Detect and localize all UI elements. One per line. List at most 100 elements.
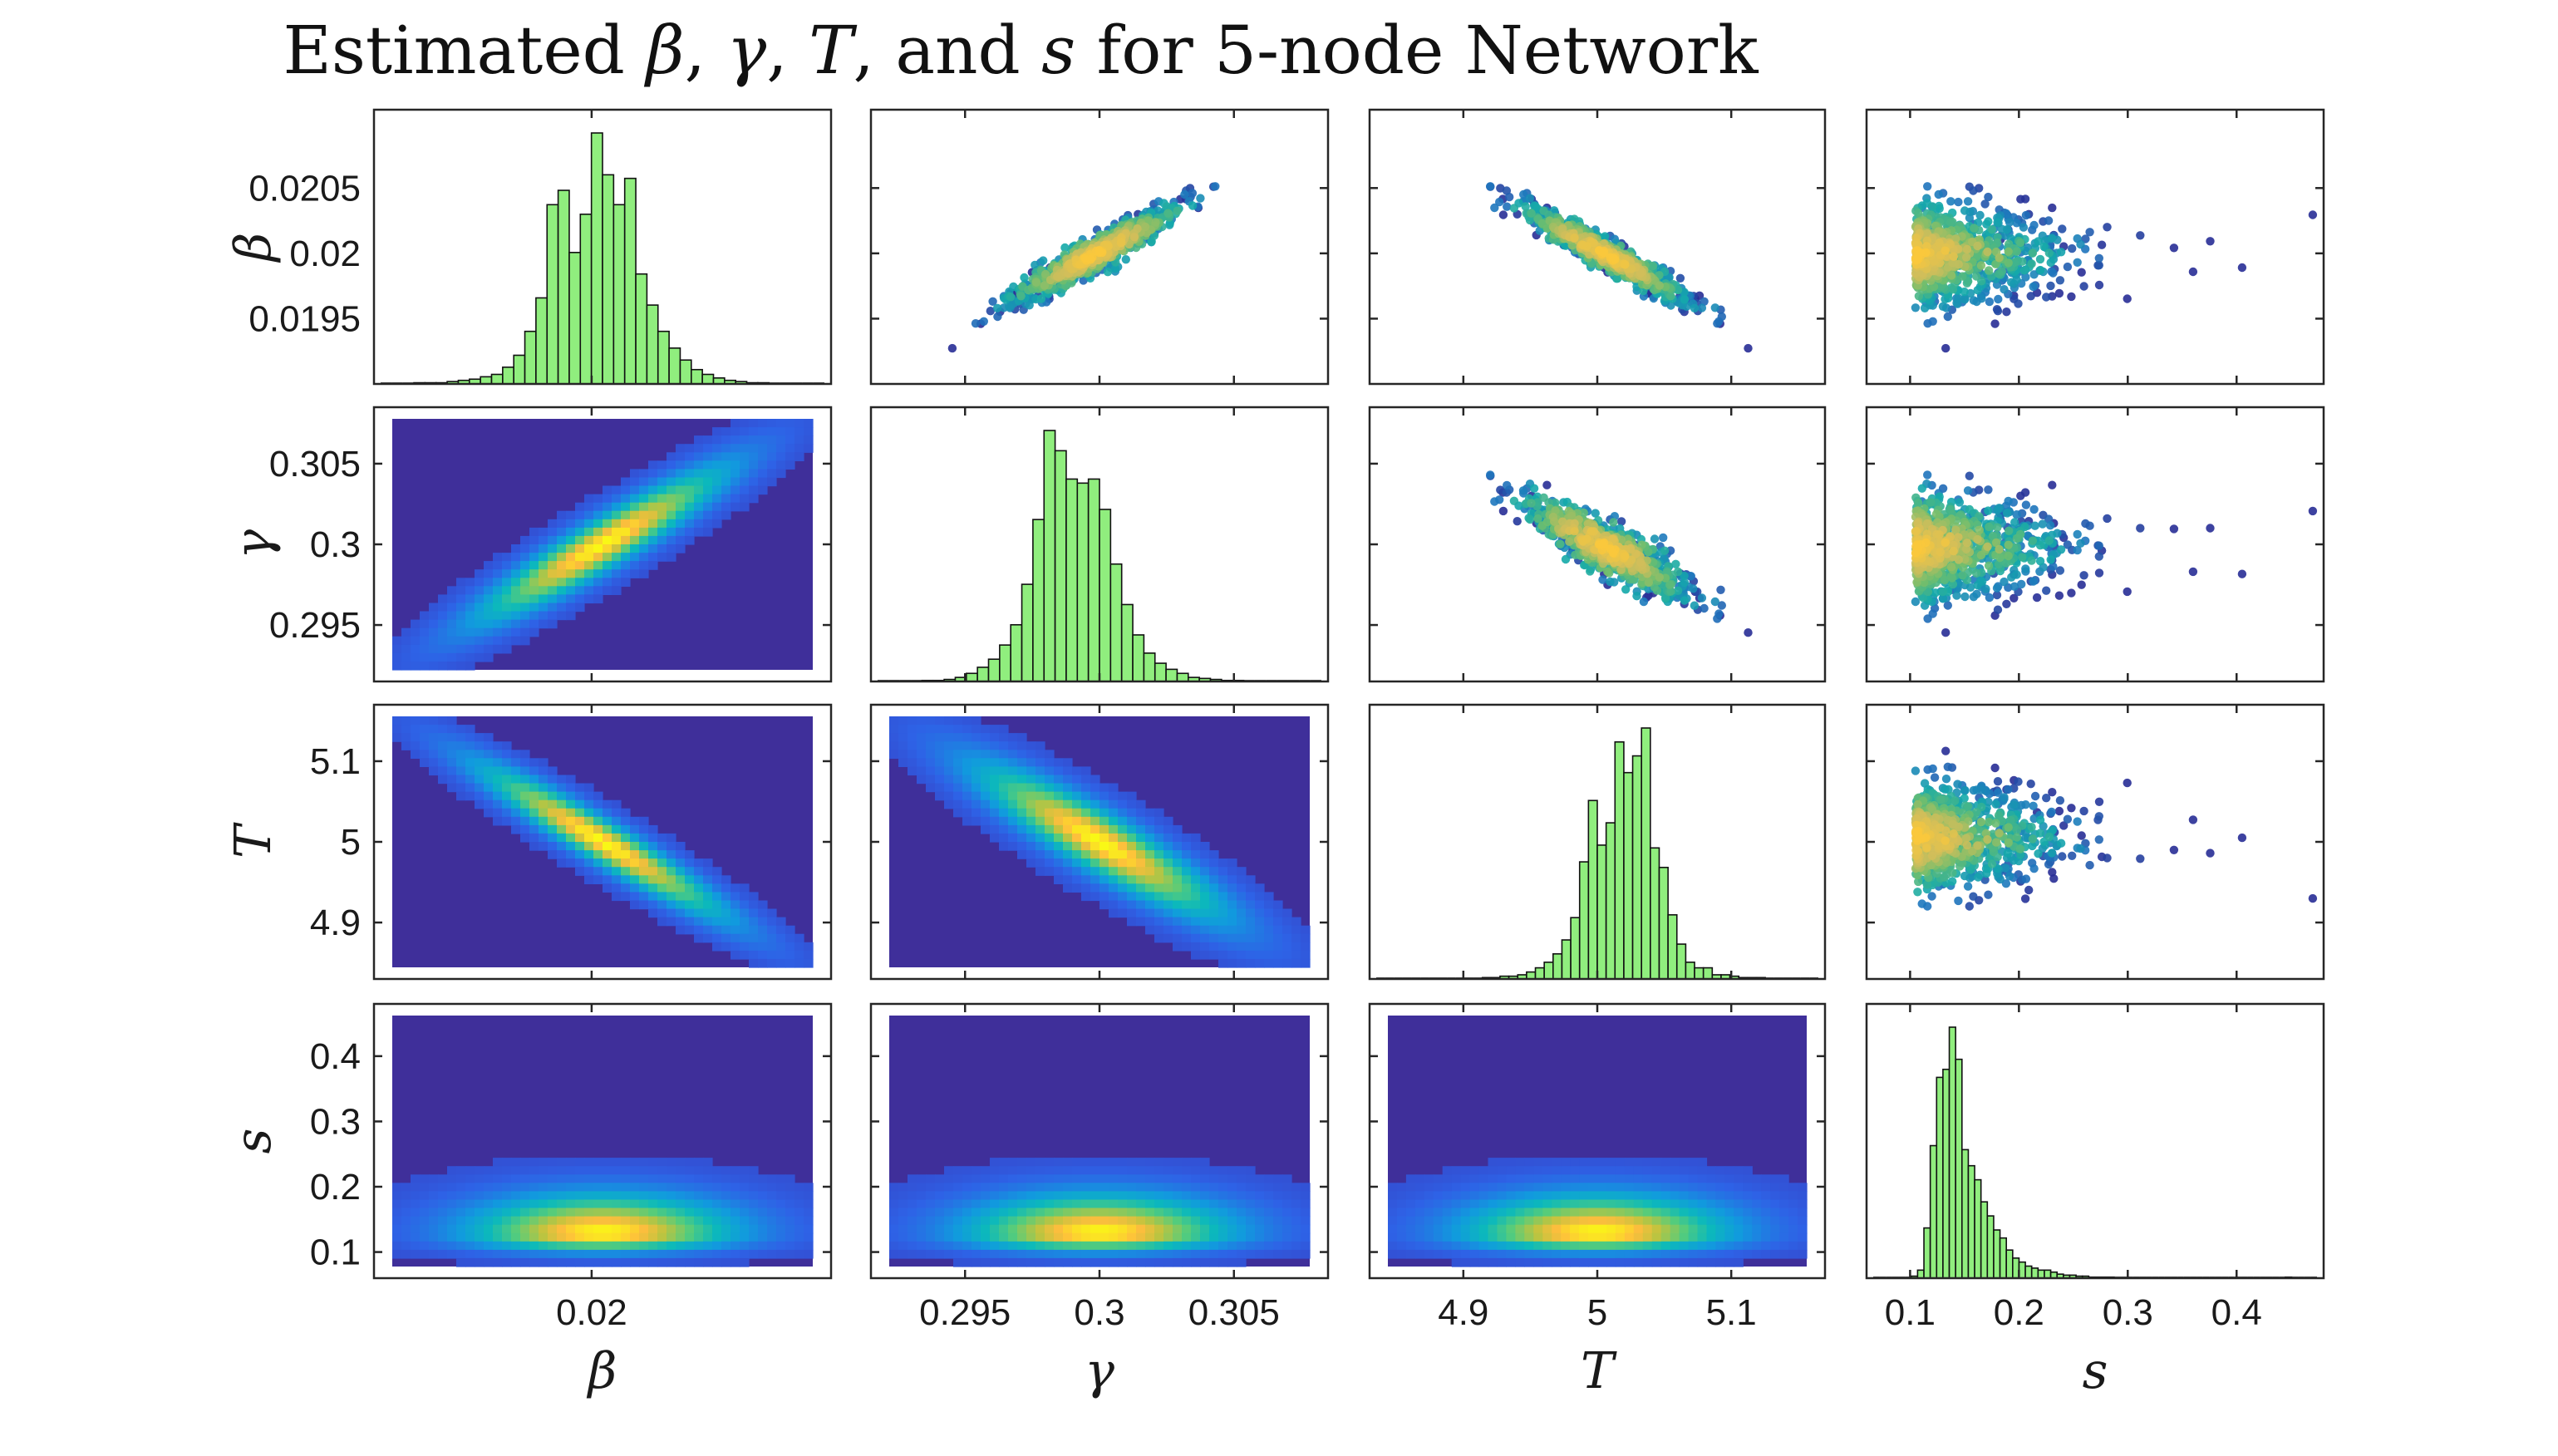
scatter-point bbox=[2002, 307, 2011, 317]
density-cell bbox=[465, 652, 475, 662]
density-cell bbox=[493, 603, 503, 612]
density-cell bbox=[721, 510, 731, 520]
density-cell bbox=[584, 578, 594, 587]
scatter-point bbox=[1567, 511, 1577, 521]
density-cell bbox=[502, 569, 512, 578]
scatter-point bbox=[947, 343, 957, 353]
density-cell bbox=[648, 519, 658, 529]
density-cell bbox=[667, 494, 676, 504]
scatter-point bbox=[1710, 597, 1719, 607]
density-cell bbox=[584, 535, 594, 545]
scatter-point bbox=[1088, 253, 1097, 262]
density-cell bbox=[465, 578, 475, 587]
density-cell bbox=[758, 427, 768, 436]
histogram-bar bbox=[557, 189, 570, 385]
scatter-point bbox=[2035, 265, 2045, 275]
density-cell bbox=[648, 485, 658, 495]
density-cell bbox=[603, 553, 612, 562]
density-cell bbox=[639, 561, 649, 570]
scatter-point bbox=[2063, 262, 2073, 272]
scatter-point bbox=[1993, 605, 2003, 614]
density-cell bbox=[548, 527, 558, 537]
scatter-point bbox=[979, 317, 989, 326]
density-cell bbox=[456, 636, 466, 646]
density-cell bbox=[557, 578, 567, 587]
title-part: γ bbox=[726, 12, 766, 89]
scatter-point bbox=[2048, 203, 2057, 213]
title-part: s bbox=[1041, 12, 1075, 89]
density-cell bbox=[438, 652, 448, 662]
density-cell bbox=[794, 444, 804, 453]
scatter-point bbox=[1954, 197, 1963, 207]
scatter-point bbox=[1923, 182, 1932, 191]
scatter-point bbox=[2032, 593, 2042, 603]
scatter-point bbox=[1036, 294, 1046, 303]
density-cell bbox=[502, 603, 512, 612]
density-cell bbox=[758, 435, 768, 445]
scatter-point bbox=[2042, 586, 2051, 595]
density-cell bbox=[721, 469, 731, 479]
density-cell bbox=[539, 578, 548, 587]
panel-beta-vs-beta bbox=[372, 108, 833, 386]
density-cell bbox=[621, 527, 631, 537]
density-cell bbox=[593, 569, 603, 578]
density-cell bbox=[475, 644, 485, 654]
density-cell bbox=[794, 427, 804, 436]
density-cell bbox=[721, 444, 731, 453]
histogram-bar bbox=[513, 354, 526, 385]
histogram-bar bbox=[546, 204, 559, 385]
density-cell bbox=[712, 519, 722, 529]
density-cell bbox=[493, 561, 503, 570]
density-cell bbox=[456, 644, 466, 654]
density-cell bbox=[456, 578, 466, 587]
scatter-point bbox=[1550, 517, 1559, 526]
density-cell bbox=[703, 435, 713, 445]
density-cell bbox=[603, 494, 612, 504]
density-cell bbox=[420, 627, 430, 637]
density-cell bbox=[511, 636, 521, 646]
density-cell bbox=[767, 435, 777, 445]
scatter-point bbox=[1490, 497, 1499, 506]
density-cell bbox=[511, 594, 521, 604]
density-cell bbox=[557, 603, 567, 612]
density-cell bbox=[557, 544, 567, 553]
scatter-point bbox=[2097, 240, 2107, 249]
density-cell bbox=[676, 535, 686, 545]
density-cell bbox=[703, 527, 713, 537]
scatter-point bbox=[2169, 243, 2179, 253]
scatter-point bbox=[1527, 209, 1536, 218]
histogram-bar bbox=[966, 672, 978, 682]
density-cell bbox=[584, 586, 594, 595]
density-cell bbox=[593, 494, 603, 504]
scatter-point bbox=[1940, 575, 1950, 585]
scatter-point bbox=[1985, 297, 1995, 307]
scatter-point bbox=[1525, 514, 1535, 524]
scatter-point bbox=[1975, 210, 1985, 220]
histogram-bar bbox=[612, 204, 626, 385]
density-cell bbox=[694, 469, 704, 479]
density-cell bbox=[557, 594, 567, 604]
scatter-point bbox=[1095, 248, 1104, 258]
scatter-point bbox=[1690, 303, 1700, 312]
density-cell bbox=[529, 569, 539, 578]
scatter-point bbox=[2073, 258, 2082, 267]
density-cell bbox=[703, 469, 713, 479]
density-cell bbox=[712, 469, 722, 479]
scatter-point bbox=[2056, 248, 2066, 257]
scatter-point bbox=[2044, 216, 2054, 225]
scatter-point bbox=[2004, 551, 2013, 561]
scatter-point bbox=[1993, 218, 2002, 227]
scatter-point bbox=[2012, 247, 2021, 256]
scatter-point bbox=[1598, 575, 1607, 584]
density-cell bbox=[566, 586, 576, 595]
density-cell bbox=[721, 485, 731, 495]
scatter-point bbox=[2237, 569, 2247, 578]
scatter-point bbox=[1031, 278, 1041, 287]
density-cell bbox=[520, 636, 530, 646]
density-cell bbox=[749, 469, 759, 479]
histogram-bar bbox=[1165, 668, 1178, 682]
histogram-bar bbox=[668, 347, 681, 385]
scatter-point bbox=[2035, 254, 2045, 264]
scatter-point bbox=[1710, 303, 1719, 312]
scatter-point bbox=[2136, 231, 2145, 240]
